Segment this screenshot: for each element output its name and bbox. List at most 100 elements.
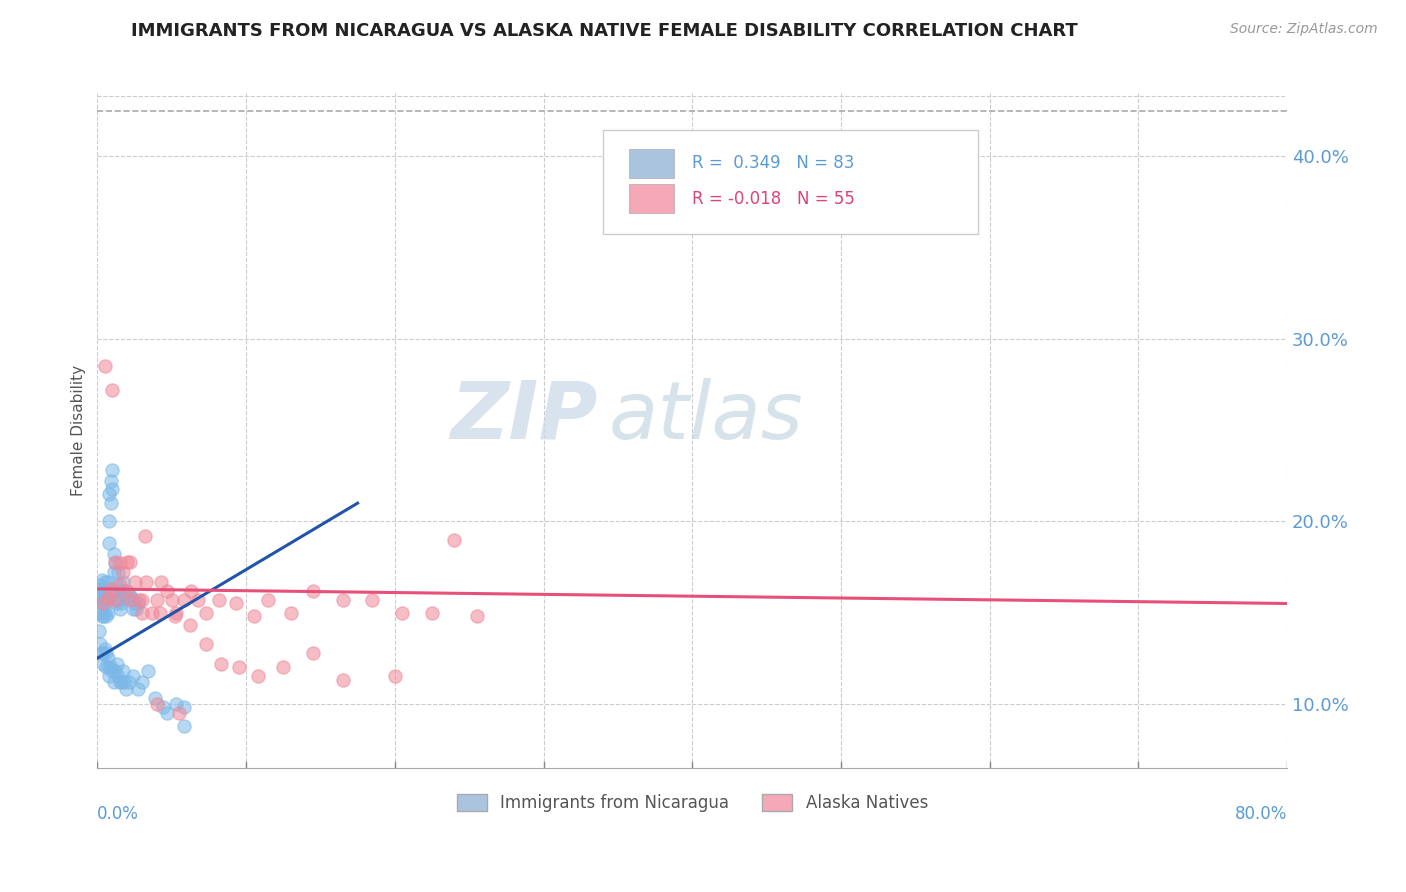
- Point: [156, 583, 179, 598]
- Point: [91, 657, 114, 671]
- Point: [91, 609, 114, 624]
- Point: [160, 592, 183, 607]
- Point: [103, 547, 125, 561]
- Point: [115, 555, 138, 569]
- Point: [105, 578, 128, 592]
- FancyBboxPatch shape: [628, 149, 675, 178]
- Point: [302, 583, 325, 598]
- Point: [465, 609, 488, 624]
- Point: [108, 578, 131, 592]
- Point: [128, 592, 150, 607]
- Point: [111, 574, 134, 589]
- Point: [104, 664, 127, 678]
- Point: [302, 646, 325, 660]
- Point: [98, 536, 121, 550]
- Point: [115, 591, 138, 605]
- Point: [89, 606, 111, 620]
- Point: [146, 592, 169, 607]
- Point: [87, 624, 110, 638]
- Point: [91, 597, 114, 611]
- Point: [173, 592, 195, 607]
- Point: [89, 637, 111, 651]
- Point: [100, 660, 122, 674]
- Point: [225, 597, 247, 611]
- Point: [98, 487, 121, 501]
- Point: [111, 566, 134, 580]
- Point: [104, 583, 127, 598]
- Point: [89, 597, 111, 611]
- Point: [228, 660, 250, 674]
- Point: [280, 606, 302, 620]
- Point: [179, 618, 201, 632]
- Point: [96, 609, 118, 624]
- Point: [134, 529, 156, 543]
- Point: [120, 592, 142, 607]
- Point: [131, 606, 153, 620]
- Point: [420, 606, 443, 620]
- Point: [122, 669, 145, 683]
- Point: [94, 574, 117, 589]
- Point: [91, 583, 114, 598]
- Point: [94, 592, 117, 607]
- Point: [100, 475, 122, 489]
- Point: [96, 646, 118, 660]
- Point: [98, 669, 121, 683]
- Point: [173, 719, 195, 733]
- Point: [89, 578, 111, 592]
- Point: [117, 675, 139, 690]
- Point: [108, 602, 131, 616]
- Point: [107, 566, 129, 580]
- Point: [143, 691, 166, 706]
- Point: [209, 657, 232, 671]
- Point: [136, 664, 159, 678]
- Point: [115, 583, 138, 598]
- Point: [163, 609, 186, 624]
- Point: [121, 591, 143, 605]
- Point: [114, 682, 136, 697]
- Point: [108, 675, 131, 690]
- Point: [94, 359, 117, 374]
- Point: [117, 587, 139, 601]
- Point: [127, 682, 149, 697]
- Point: [111, 664, 134, 678]
- Point: [156, 706, 179, 720]
- Point: [91, 646, 114, 660]
- Point: [97, 592, 120, 607]
- Point: [141, 606, 163, 620]
- Point: [120, 555, 142, 569]
- Point: [110, 583, 132, 598]
- Point: [146, 697, 169, 711]
- Point: [187, 592, 209, 607]
- Point: [152, 700, 174, 714]
- Point: [131, 675, 153, 690]
- Point: [91, 592, 114, 607]
- Point: [443, 533, 465, 547]
- Text: R = -0.018   N = 55: R = -0.018 N = 55: [692, 190, 855, 208]
- Point: [98, 660, 121, 674]
- Point: [104, 555, 127, 569]
- Point: [120, 591, 142, 605]
- Point: [110, 597, 132, 611]
- Point: [96, 597, 118, 611]
- Point: [98, 515, 121, 529]
- Point: [94, 606, 117, 620]
- Point: [90, 609, 112, 624]
- Point: [97, 591, 120, 605]
- Point: [90, 597, 112, 611]
- Point: [97, 606, 120, 620]
- Point: [131, 592, 153, 607]
- Text: R =  0.349   N = 83: R = 0.349 N = 83: [692, 154, 855, 172]
- Y-axis label: Female Disability: Female Disability: [72, 365, 86, 496]
- Point: [94, 642, 117, 657]
- Point: [122, 602, 145, 616]
- Legend: Immigrants from Nicaragua, Alaska Natives: Immigrants from Nicaragua, Alaska Native…: [449, 785, 936, 820]
- Point: [107, 592, 129, 607]
- Point: [114, 591, 136, 605]
- Text: ZIP: ZIP: [450, 377, 598, 456]
- Point: [108, 583, 131, 598]
- Point: [100, 496, 122, 510]
- Point: [97, 651, 120, 665]
- Point: [149, 606, 172, 620]
- Text: Source: ZipAtlas.com: Source: ZipAtlas.com: [1230, 22, 1378, 37]
- Point: [332, 673, 354, 687]
